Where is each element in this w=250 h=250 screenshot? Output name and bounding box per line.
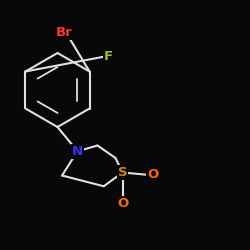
Text: F: F xyxy=(104,50,113,63)
Text: N: N xyxy=(72,145,83,158)
Text: O: O xyxy=(147,168,158,181)
Text: Br: Br xyxy=(56,26,72,39)
Text: S: S xyxy=(118,166,127,179)
Text: O: O xyxy=(117,197,128,210)
